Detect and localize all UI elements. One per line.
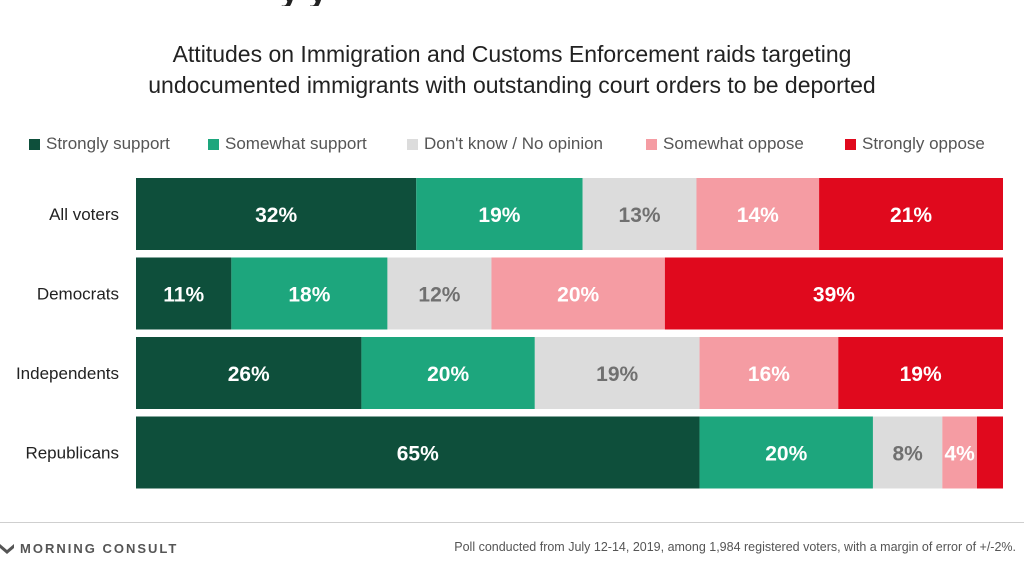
- bar-independents-don-t-know-no-opinion: [534, 337, 700, 409]
- data-label-independents-don-t-know-no-opinion: 19%: [596, 363, 638, 386]
- data-label-democrats-somewhat-support: 18%: [288, 284, 330, 307]
- bar-all-voters-somewhat-support: [416, 178, 583, 250]
- legend-label-strongly-oppose: Strongly oppose: [862, 134, 985, 153]
- bar-republicans-somewhat-support: [699, 416, 873, 489]
- bar-independents-strongly-support: [136, 337, 362, 409]
- data-label-independents-somewhat-support: 20%: [427, 363, 469, 386]
- data-label-democrats-strongly-oppose: 39%: [813, 284, 855, 307]
- legend-swatch-strongly-support: [29, 138, 40, 150]
- data-label-all-voters-somewhat-support: 19%: [478, 204, 520, 227]
- brand-logo: MORNING CONSULT: [0, 540, 178, 556]
- legend-item-strongly-oppose: Strongly oppose: [845, 134, 985, 154]
- legend-item-somewhat-support: Somewhat support: [208, 134, 367, 154]
- bar-all-voters-don-t-know-no-opinion: [582, 178, 697, 250]
- data-label-all-voters-strongly-support: 32%: [255, 204, 297, 227]
- bar-independents-somewhat-oppose: [699, 337, 839, 409]
- data-label-all-voters-don-t-know-no-opinion: 13%: [619, 204, 661, 227]
- data-label-independents-strongly-support: 26%: [228, 363, 270, 386]
- legend-swatch-strongly-oppose: [845, 138, 856, 150]
- data-label-republicans-somewhat-support: 20%: [765, 443, 807, 466]
- footer-divider: [0, 522, 1024, 523]
- data-label-republicans-don-t-know-no-opinion: 8%: [892, 443, 923, 466]
- cropped-heading-fragment: y y: [280, 0, 420, 6]
- chart-title-line-1: Attitudes on Immigration and Customs Enf…: [172, 41, 852, 67]
- bar-democrats-strongly-support: [136, 257, 232, 330]
- chart-legend: Strongly support Somewhat support Don't …: [0, 134, 1024, 156]
- data-label-democrats-strongly-support: 11%: [163, 284, 204, 307]
- stacked-bar-chart: All voters 32% 19% 13% 14% 21% Democrats 11% 18%…: [16, 178, 1003, 489]
- bar-republicans-strongly-support: [136, 416, 700, 489]
- bar-republicans-somewhat-oppose: [942, 416, 977, 489]
- bar-all-voters-strongly-support: [136, 178, 417, 250]
- morning-consult-logo-icon: [0, 544, 14, 554]
- legend-label-somewhat-support: Somewhat support: [225, 134, 367, 153]
- legend-label-strongly-support: Strongly support: [46, 134, 170, 153]
- legend-swatch-somewhat-oppose: [646, 138, 657, 150]
- legend-label-dont-know: Don't know / No opinion: [424, 134, 604, 153]
- bar-independents-strongly-oppose: [838, 337, 1003, 409]
- category-label-independents: Independents: [16, 364, 119, 383]
- category-label-all-voters: All voters: [49, 205, 119, 224]
- data-label-all-voters-somewhat-oppose: 14%: [737, 204, 779, 227]
- chart-title-line-2: undocumented immigrants with outstanding…: [148, 72, 876, 98]
- data-label-republicans-strongly-support: 65%: [397, 443, 439, 466]
- legend-item-strongly-support: Strongly support: [29, 134, 170, 154]
- bar-all-voters-somewhat-oppose: [696, 178, 820, 250]
- bar-democrats-somewhat-support: [231, 257, 388, 330]
- bar-democrats-don-t-know-no-opinion: [387, 257, 492, 330]
- legend-item-somewhat-oppose: Somewhat oppose: [646, 134, 804, 154]
- source-note: Poll conducted from July 12-14, 2019, am…: [454, 540, 1016, 554]
- bar-democrats-strongly-oppose: [664, 257, 1003, 330]
- bar-all-voters-strongly-oppose: [819, 178, 1003, 250]
- legend-label-somewhat-oppose: Somewhat oppose: [663, 134, 804, 153]
- data-label-republicans-somewhat-oppose: 4%: [944, 443, 975, 466]
- category-label-republicans: Republicans: [25, 444, 119, 463]
- bar-independents-somewhat-support: [361, 337, 535, 409]
- bar-democrats-somewhat-oppose: [491, 257, 665, 330]
- data-label-independents-somewhat-oppose: 16%: [748, 363, 790, 386]
- data-label-independents-strongly-oppose: 19%: [900, 363, 942, 386]
- data-label-all-voters-strongly-oppose: 21%: [890, 204, 932, 227]
- legend-swatch-dont-know: [407, 138, 418, 150]
- data-label-democrats-somewhat-oppose: 20%: [557, 284, 599, 307]
- legend-item-dont-know: Don't know / No opinion: [407, 134, 603, 154]
- category-label-democrats: Democrats: [37, 285, 119, 304]
- data-label-democrats-don-t-know-no-opinion: 12%: [418, 284, 460, 307]
- legend-swatch-somewhat-support: [208, 138, 219, 150]
- brand-name: MORNING CONSULT: [20, 540, 179, 556]
- bar-republicans-don-t-know-no-opinion: [872, 416, 943, 489]
- bar-republicans-strongly-oppose: [976, 416, 1003, 489]
